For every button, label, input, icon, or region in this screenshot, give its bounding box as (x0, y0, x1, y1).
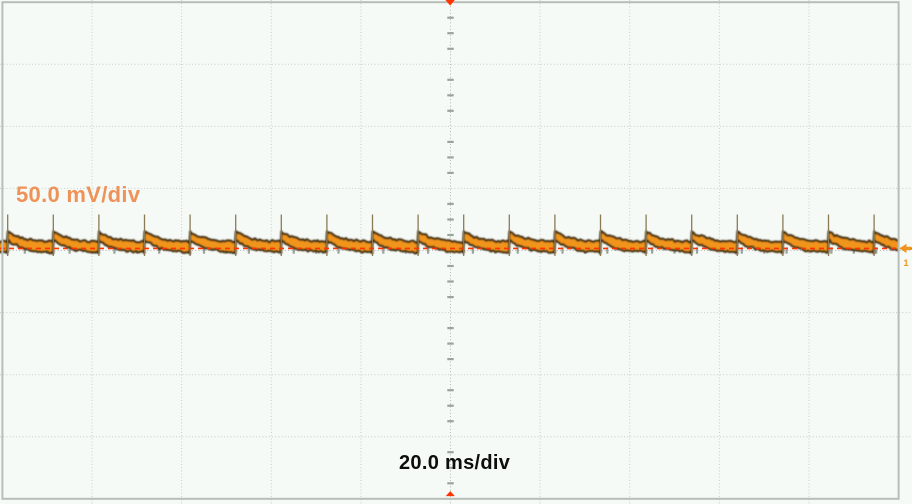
svg-text:1: 1 (903, 258, 908, 268)
